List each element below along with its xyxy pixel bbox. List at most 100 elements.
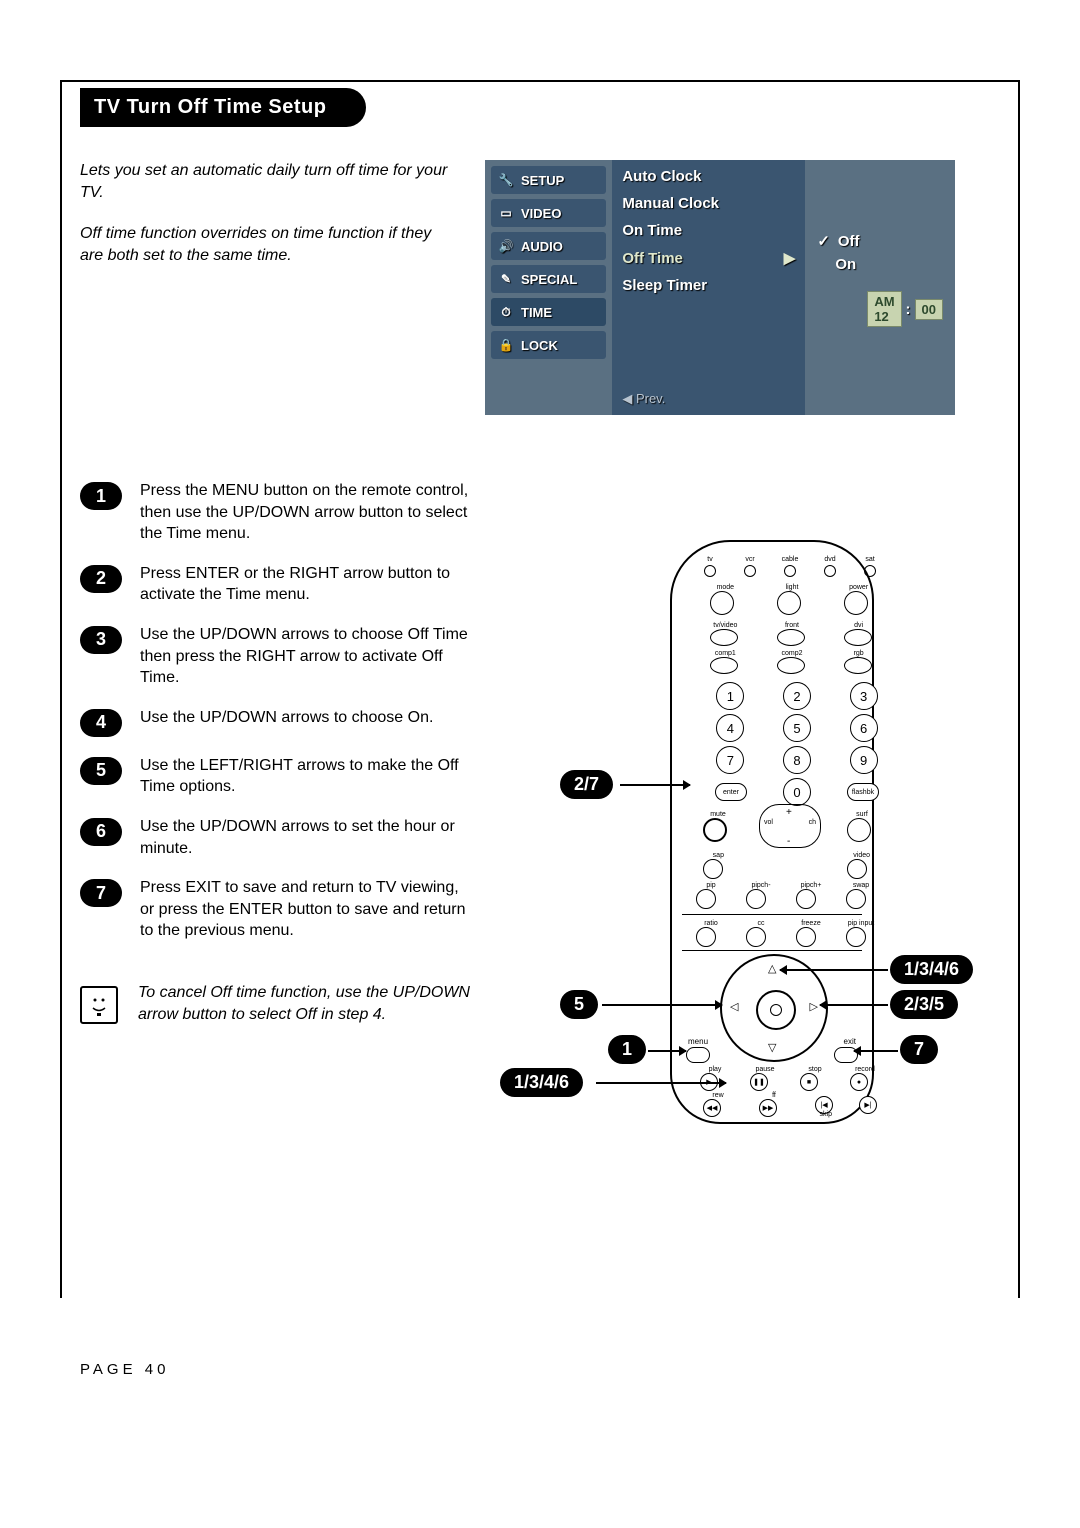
enter-button[interactable]: enter — [715, 783, 747, 801]
menu-label: menu — [688, 1037, 708, 1046]
osd-item-selected[interactable]: Off Time▶ — [622, 249, 795, 267]
pipchplus-button[interactable] — [796, 889, 816, 909]
ratio-button[interactable] — [696, 927, 716, 947]
mode-button[interactable] — [710, 591, 734, 615]
btn-label: dvi — [844, 622, 874, 629]
arrow — [648, 1050, 686, 1052]
btn-label: comp1 — [710, 650, 740, 657]
osd-tab-audio[interactable]: 🔊AUDIO — [491, 232, 606, 260]
device-tv[interactable] — [704, 565, 716, 577]
osd-tab-lock[interactable]: 🔒LOCK — [491, 331, 606, 359]
surf-button[interactable] — [847, 818, 871, 842]
steps-list: 1 Press the MENU button on the remote con… — [80, 480, 470, 1025]
mute-button[interactable] — [703, 818, 727, 842]
vol-ch-rocker[interactable]: vol ch + - — [759, 804, 821, 848]
device-label: cable — [775, 556, 805, 563]
step-4: 4 Use the UP/DOWN arrows to choose On. — [80, 707, 470, 737]
num-8[interactable]: 8 — [783, 746, 811, 774]
dvi-button[interactable] — [844, 629, 872, 646]
osd-prev[interactable]: ◀ Prev. — [622, 391, 795, 407]
pipchminus-button[interactable] — [746, 889, 766, 909]
btn-label: pipch+ — [796, 882, 826, 889]
osd-tab-video[interactable]: ▭VIDEO — [491, 199, 606, 227]
time-minute[interactable]: 00 — [915, 299, 943, 320]
num-0[interactable]: 0 — [783, 778, 811, 806]
osd-tab-time[interactable]: ⏱TIME — [491, 298, 606, 326]
btn-label: pipch- — [746, 882, 776, 889]
osd-item[interactable]: On Time — [622, 222, 795, 239]
dpad-ok[interactable] — [756, 990, 796, 1030]
dpad-right[interactable]: ▷ — [810, 1000, 818, 1013]
arrow — [596, 1082, 726, 1084]
sap-button[interactable] — [703, 859, 723, 879]
btn-label: power — [844, 584, 874, 591]
callout-27: 2/7 — [560, 770, 613, 799]
num-7[interactable]: 7 — [716, 746, 744, 774]
rgb-button[interactable] — [844, 657, 872, 674]
device-dvd[interactable] — [824, 565, 836, 577]
btn-label: stop — [800, 1066, 830, 1073]
step-5: 5Use the LEFT/RIGHT arrows to make the O… — [80, 755, 470, 798]
light-button[interactable] — [777, 591, 801, 615]
device-vcr[interactable] — [744, 565, 756, 577]
stop-button[interactable]: ■ — [800, 1073, 818, 1091]
ff-button[interactable]: ▶▶ — [759, 1099, 777, 1117]
comp2-button[interactable] — [777, 657, 805, 674]
intro-p1: Lets you set an automatic daily turn off… — [80, 160, 450, 205]
device-cable[interactable] — [784, 565, 796, 577]
flashbk-button[interactable]: flashbk — [847, 783, 879, 801]
comp1-button[interactable] — [710, 657, 738, 674]
pip-button[interactable] — [696, 889, 716, 909]
tvvideo-button[interactable] — [710, 629, 738, 646]
num-5[interactable]: 5 — [783, 714, 811, 742]
vol-label: vol — [764, 819, 773, 826]
skip-fwd-button[interactable]: ▶| — [859, 1096, 877, 1114]
step-7: 7Press EXIT to save and return to TV vie… — [80, 877, 470, 942]
remote-body: tv vcr cable dvd sat mode light power tv… — [670, 540, 874, 1124]
num-1[interactable]: 1 — [716, 682, 744, 710]
osd-item[interactable]: Manual Clock — [622, 195, 795, 212]
osd-tab-setup[interactable]: 🔧SETUP — [491, 166, 606, 194]
step-6: 6Use the UP/DOWN arrows to set the hour … — [80, 816, 470, 859]
dpad-up[interactable]: △ — [768, 962, 776, 975]
device-sat[interactable] — [864, 565, 876, 577]
menu-button[interactable] — [686, 1047, 710, 1063]
num-3[interactable]: 3 — [850, 682, 878, 710]
step-num: 4 — [80, 709, 122, 737]
btn-label: light — [777, 584, 807, 591]
pipinput-button[interactable] — [846, 927, 866, 947]
front-button[interactable] — [777, 629, 805, 646]
record-button[interactable]: ● — [850, 1073, 868, 1091]
freeze-button[interactable] — [796, 927, 816, 947]
step-text: Use the UP/DOWN arrows to choose On. — [140, 707, 433, 737]
device-label: dvd — [815, 556, 845, 563]
btn-label: play — [700, 1066, 730, 1073]
cc-button[interactable] — [746, 927, 766, 947]
pause-button[interactable]: ❚❚ — [750, 1073, 768, 1091]
num-9[interactable]: 9 — [850, 746, 878, 774]
device-label: vcr — [735, 556, 765, 563]
osd-item[interactable]: Sleep Timer — [622, 277, 795, 294]
osd-option-on[interactable]: On — [835, 256, 943, 273]
rew-button[interactable]: ◀◀ — [703, 1099, 721, 1117]
num-4[interactable]: 4 — [716, 714, 744, 742]
video-button[interactable] — [847, 859, 867, 879]
num-2[interactable]: 2 — [783, 682, 811, 710]
swap-button[interactable] — [846, 889, 866, 909]
step-num: 1 — [80, 482, 122, 510]
power-button[interactable] — [844, 591, 868, 615]
device-label: sat — [855, 556, 885, 563]
intro-p2: Off time function overrides on time func… — [80, 223, 450, 268]
num-6[interactable]: 6 — [850, 714, 878, 742]
osd-option-off[interactable]: ✓Off — [817, 232, 943, 250]
device-label: tv — [695, 556, 725, 563]
step-text: Press the MENU button on the remote cont… — [140, 480, 470, 545]
dpad-down[interactable]: ▽ — [768, 1041, 776, 1054]
osd-tab-special[interactable]: ✎SPECIAL — [491, 265, 606, 293]
time-ampm-hour[interactable]: AM 12 — [867, 291, 901, 327]
dpad-left[interactable]: ◁ — [730, 1000, 738, 1013]
osd-tab-label: SETUP — [521, 173, 564, 188]
step-num: 2 — [80, 565, 122, 593]
btn-label: front — [777, 622, 807, 629]
osd-item[interactable]: Auto Clock — [622, 168, 795, 185]
